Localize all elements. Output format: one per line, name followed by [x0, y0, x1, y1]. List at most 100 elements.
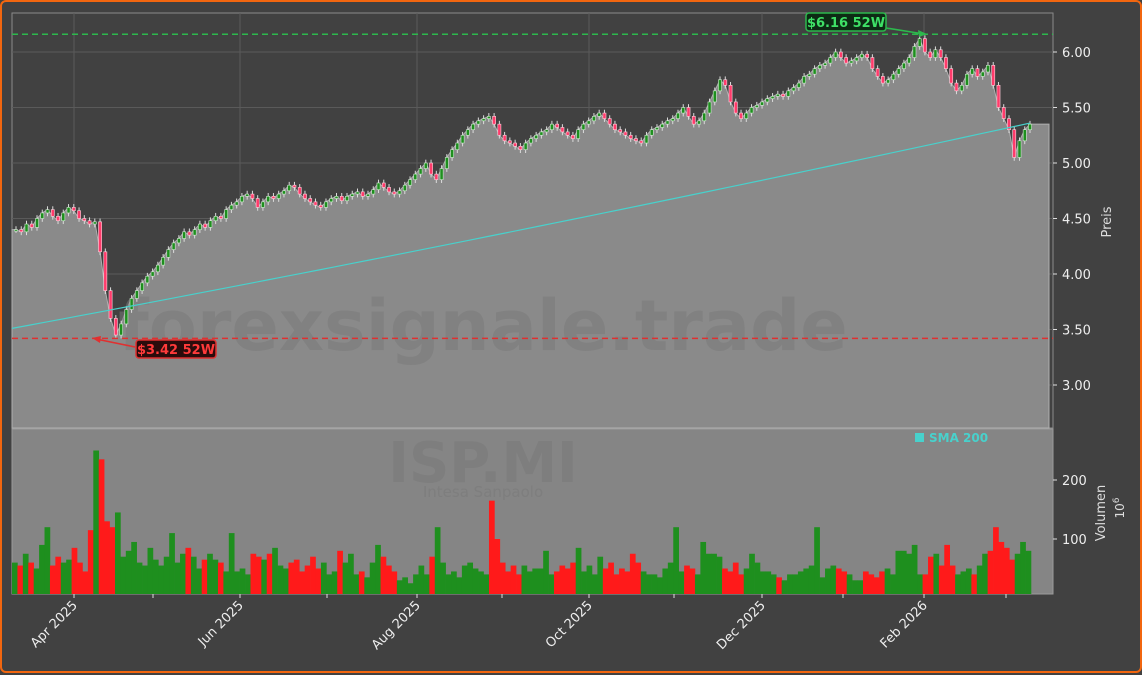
volume-bar — [792, 574, 799, 594]
volume-bar — [342, 562, 349, 594]
candle — [823, 62, 827, 66]
volume-bar — [310, 556, 316, 594]
candle — [860, 53, 864, 58]
volume-bar — [169, 533, 175, 594]
volume-bar — [803, 568, 810, 594]
candle — [155, 264, 160, 273]
price-tick-label: 5.50 — [1062, 102, 1091, 117]
volume-bar — [651, 574, 658, 594]
volume-bar — [635, 562, 642, 594]
candle — [45, 209, 50, 214]
candle — [744, 112, 749, 119]
volume-bar — [114, 512, 121, 594]
candle — [282, 190, 286, 195]
candle — [450, 149, 454, 158]
volume-bar — [629, 553, 636, 594]
candle — [812, 68, 817, 75]
candle — [686, 107, 691, 117]
volume-bar — [846, 574, 853, 594]
candle — [523, 142, 528, 150]
candle — [639, 140, 644, 144]
candle — [996, 85, 1001, 108]
volume-bar — [890, 574, 896, 594]
candle — [313, 201, 318, 206]
low-52w-label: $3.42 52W — [137, 343, 215, 358]
volume-bar — [353, 574, 360, 594]
candle — [392, 191, 397, 195]
volume-bar — [472, 568, 479, 594]
volume-bar — [830, 565, 837, 594]
candle — [208, 220, 213, 228]
candle — [697, 120, 701, 125]
volume-bar — [55, 556, 62, 594]
candle — [145, 275, 150, 284]
candle — [896, 68, 901, 75]
candle — [728, 85, 733, 103]
volume-bar — [207, 553, 213, 594]
volume-bar — [770, 574, 777, 594]
candle — [224, 209, 229, 219]
company-watermark: Intesa Sanpaolo — [423, 483, 543, 501]
candle — [602, 112, 607, 119]
candle — [339, 196, 344, 202]
volume-bar — [884, 568, 891, 594]
candle — [1007, 118, 1011, 130]
candle — [875, 68, 880, 77]
volume-bar — [483, 574, 490, 594]
volume-bar — [499, 562, 506, 594]
candle — [1022, 129, 1027, 142]
candle — [891, 73, 896, 81]
volume-bar — [423, 574, 430, 594]
candle — [413, 173, 418, 180]
price-axis-label: Preis — [1100, 206, 1115, 237]
candle — [571, 134, 575, 139]
volume-bar — [201, 559, 208, 594]
volume-bar — [586, 565, 593, 594]
volume-bar — [911, 544, 918, 594]
volume-bar — [1009, 559, 1016, 594]
candle — [576, 129, 581, 139]
candle — [828, 57, 833, 64]
volume-bar — [277, 565, 284, 594]
volume-bar — [797, 571, 804, 594]
volume-bar — [104, 521, 110, 594]
candle — [429, 162, 433, 175]
candle — [723, 79, 728, 86]
candle — [786, 90, 791, 97]
volume-bar — [461, 565, 468, 594]
volume-bar — [868, 574, 875, 594]
volume-bar — [293, 559, 300, 594]
volume-bar — [993, 527, 999, 594]
candle — [802, 76, 806, 84]
volume-bar — [879, 571, 885, 594]
volume-bar — [640, 571, 647, 594]
volume-bar — [22, 553, 29, 594]
candle — [198, 223, 202, 230]
candle — [565, 131, 570, 136]
volume-bar — [217, 562, 224, 594]
volume-bar — [120, 556, 127, 594]
candle — [71, 207, 76, 212]
volume-bar — [667, 562, 674, 594]
candle — [928, 51, 933, 58]
candle — [623, 131, 628, 136]
volume-bar — [705, 553, 712, 594]
volume-bar — [320, 562, 327, 594]
volume-bar — [136, 562, 143, 594]
volume-bar — [732, 562, 739, 594]
candle — [618, 129, 623, 133]
volume-bar — [852, 580, 858, 594]
candle — [240, 196, 244, 203]
candle — [119, 323, 123, 336]
candle — [439, 168, 444, 180]
volume-bar — [825, 568, 831, 594]
candle — [665, 120, 670, 125]
candle — [376, 182, 381, 190]
candle — [471, 123, 475, 131]
volume-bar — [98, 459, 105, 594]
price-tick-label: 3.00 — [1062, 379, 1091, 394]
candle — [555, 123, 560, 128]
candle — [460, 134, 465, 144]
volume-bar — [662, 568, 669, 594]
